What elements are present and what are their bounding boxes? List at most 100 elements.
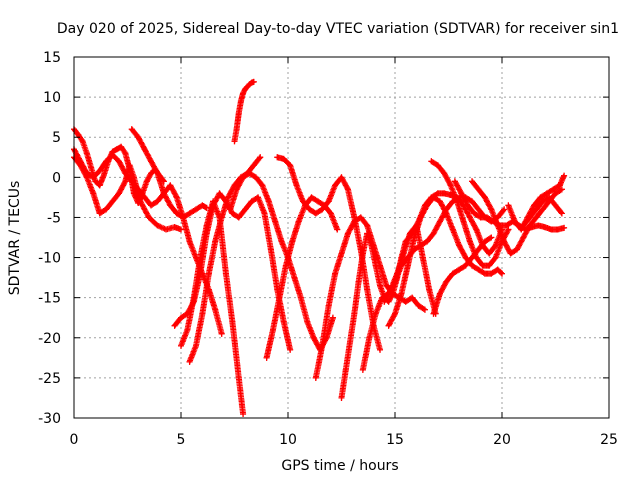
data-point bbox=[154, 198, 161, 205]
data-point bbox=[199, 202, 206, 209]
data-point bbox=[192, 206, 199, 213]
data-point bbox=[342, 366, 349, 373]
data-point bbox=[90, 174, 97, 181]
data-point bbox=[263, 354, 270, 361]
data-point bbox=[364, 230, 371, 237]
series-arc-20 bbox=[469, 178, 565, 257]
data-point bbox=[145, 214, 152, 221]
data-point bbox=[434, 190, 441, 197]
data-point bbox=[197, 254, 204, 261]
plot-frame bbox=[73, 56, 610, 419]
data-point bbox=[488, 234, 495, 241]
data-point bbox=[274, 154, 281, 161]
data-point bbox=[406, 230, 413, 237]
data-point bbox=[434, 162, 441, 169]
data-point bbox=[148, 202, 155, 209]
data-point bbox=[92, 178, 99, 185]
data-point bbox=[83, 170, 90, 177]
data-point bbox=[235, 214, 242, 221]
data-point bbox=[520, 234, 527, 241]
data-point bbox=[160, 190, 167, 197]
data-point bbox=[456, 242, 463, 249]
data-point bbox=[289, 238, 296, 245]
data-point bbox=[137, 198, 144, 205]
data-point bbox=[462, 254, 469, 261]
data-point bbox=[154, 222, 161, 229]
data-point bbox=[355, 278, 362, 285]
data-point bbox=[259, 182, 266, 189]
data-point bbox=[471, 210, 478, 217]
data-point bbox=[154, 170, 161, 177]
data-point bbox=[109, 198, 116, 205]
data-point bbox=[270, 326, 277, 333]
data-point bbox=[460, 218, 467, 225]
data-point bbox=[148, 158, 155, 165]
data-point bbox=[421, 306, 428, 313]
data-point bbox=[171, 322, 178, 329]
data-point bbox=[481, 270, 488, 277]
data-point bbox=[203, 222, 210, 229]
data-point bbox=[225, 194, 232, 201]
data-point bbox=[233, 186, 240, 193]
y-tick-label: 0 bbox=[52, 170, 61, 186]
data-point bbox=[488, 206, 495, 213]
data-point bbox=[411, 234, 418, 241]
data-point bbox=[167, 202, 174, 209]
data-point bbox=[424, 202, 431, 209]
data-point bbox=[398, 290, 405, 297]
data-point bbox=[218, 214, 225, 221]
data-point bbox=[293, 182, 300, 189]
data-point bbox=[351, 310, 358, 317]
data-point bbox=[394, 270, 401, 277]
data-point bbox=[308, 194, 315, 201]
data-point bbox=[387, 286, 394, 293]
data-point bbox=[505, 226, 512, 233]
data-point bbox=[171, 224, 178, 231]
data-point bbox=[248, 198, 255, 205]
data-point bbox=[297, 294, 304, 301]
data-point bbox=[338, 250, 345, 257]
data-point bbox=[184, 326, 191, 333]
data-point bbox=[556, 182, 563, 189]
data-point bbox=[212, 306, 219, 313]
data-point bbox=[368, 242, 375, 249]
data-point bbox=[477, 214, 484, 221]
data-point bbox=[186, 238, 193, 245]
y-tick-label: -30 bbox=[38, 411, 61, 427]
data-point bbox=[218, 330, 225, 337]
data-point bbox=[325, 198, 332, 205]
data-point bbox=[338, 174, 345, 181]
data-point bbox=[312, 374, 319, 381]
data-point bbox=[366, 334, 373, 341]
data-point bbox=[272, 218, 279, 225]
x-tick-label: 15 bbox=[386, 432, 404, 448]
data-point bbox=[128, 126, 135, 133]
data-point bbox=[229, 210, 236, 217]
data-point bbox=[554, 226, 561, 233]
data-point bbox=[325, 302, 332, 309]
data-point bbox=[265, 198, 272, 205]
data-point bbox=[475, 266, 482, 273]
data-point bbox=[537, 194, 544, 201]
data-point bbox=[282, 262, 289, 269]
data-point bbox=[430, 230, 437, 237]
data-point bbox=[291, 274, 298, 281]
data-point bbox=[216, 190, 223, 197]
data-point bbox=[178, 226, 184, 233]
data-point bbox=[377, 346, 384, 353]
data-point bbox=[280, 318, 287, 325]
data-point bbox=[113, 146, 120, 153]
x-tick-label: 25 bbox=[600, 432, 618, 448]
data-point bbox=[392, 310, 398, 317]
data-point bbox=[103, 158, 110, 165]
data-point bbox=[242, 206, 249, 213]
data-point bbox=[520, 222, 527, 229]
data-point bbox=[475, 206, 482, 213]
data-point bbox=[143, 178, 150, 185]
data-point bbox=[359, 250, 366, 257]
data-point bbox=[417, 214, 424, 221]
data-point bbox=[100, 171, 107, 178]
data-point bbox=[186, 210, 193, 217]
data-point bbox=[299, 198, 306, 205]
